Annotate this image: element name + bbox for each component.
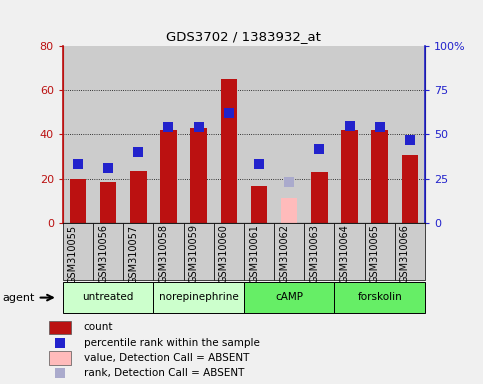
Bar <box>49 321 71 334</box>
Bar <box>154 46 184 223</box>
Bar <box>334 282 425 313</box>
Text: GSM310055: GSM310055 <box>68 224 78 283</box>
Text: forskolin: forskolin <box>357 292 402 302</box>
Bar <box>63 46 93 223</box>
Bar <box>274 223 304 280</box>
Point <box>74 161 82 167</box>
Bar <box>304 46 334 223</box>
Bar <box>160 130 177 223</box>
Text: count: count <box>84 322 114 332</box>
Bar <box>154 223 184 280</box>
Bar <box>402 156 418 223</box>
Text: GSM310064: GSM310064 <box>340 224 350 283</box>
Point <box>406 137 414 143</box>
Title: GDS3702 / 1383932_at: GDS3702 / 1383932_at <box>167 30 321 43</box>
Point <box>195 124 202 131</box>
Point <box>165 124 172 131</box>
Bar <box>244 223 274 280</box>
Bar <box>63 223 93 280</box>
Point <box>56 370 64 376</box>
Bar <box>251 186 267 223</box>
Bar <box>93 46 123 223</box>
Text: value, Detection Call = ABSENT: value, Detection Call = ABSENT <box>84 353 249 363</box>
Bar <box>244 282 334 313</box>
Point <box>315 146 323 152</box>
Point <box>346 122 354 129</box>
Bar <box>184 223 213 280</box>
Bar <box>334 46 365 223</box>
Bar <box>274 46 304 223</box>
Text: GSM310059: GSM310059 <box>189 224 199 283</box>
Point <box>255 161 263 167</box>
Bar <box>154 282 244 313</box>
Point <box>104 165 112 171</box>
Text: agent: agent <box>2 293 35 303</box>
Bar <box>304 223 334 280</box>
Text: GSM310065: GSM310065 <box>370 224 380 283</box>
Bar <box>190 128 207 223</box>
Bar <box>371 130 388 223</box>
Bar <box>63 282 154 313</box>
Text: rank, Detection Call = ABSENT: rank, Detection Call = ABSENT <box>84 368 244 378</box>
Text: cAMP: cAMP <box>275 292 303 302</box>
Bar <box>100 182 116 223</box>
Point <box>376 124 384 131</box>
Bar <box>311 172 327 223</box>
Bar <box>244 46 274 223</box>
Text: GSM310061: GSM310061 <box>249 224 259 283</box>
Bar <box>184 46 213 223</box>
Bar <box>395 46 425 223</box>
Text: GSM310058: GSM310058 <box>158 224 169 283</box>
Text: GSM310057: GSM310057 <box>128 224 138 283</box>
Bar <box>49 351 71 365</box>
Bar <box>70 179 86 223</box>
Point <box>56 339 64 346</box>
Text: percentile rank within the sample: percentile rank within the sample <box>84 338 260 348</box>
Bar <box>365 223 395 280</box>
Bar <box>123 46 154 223</box>
Bar <box>123 223 154 280</box>
Bar <box>130 171 146 223</box>
Bar <box>213 223 244 280</box>
Bar <box>281 199 298 223</box>
Text: untreated: untreated <box>83 292 134 302</box>
Bar <box>93 223 123 280</box>
Bar <box>395 223 425 280</box>
Bar <box>334 223 365 280</box>
Text: GSM310066: GSM310066 <box>400 224 410 283</box>
Point <box>225 110 233 116</box>
Bar <box>221 79 237 223</box>
Text: norepinephrine: norepinephrine <box>159 292 239 302</box>
Point <box>134 149 142 155</box>
Bar <box>365 46 395 223</box>
Text: GSM310060: GSM310060 <box>219 224 229 283</box>
Text: GSM310056: GSM310056 <box>98 224 108 283</box>
Point <box>285 179 293 185</box>
Text: GSM310062: GSM310062 <box>279 224 289 283</box>
Bar <box>341 130 358 223</box>
Bar <box>213 46 244 223</box>
Text: GSM310063: GSM310063 <box>310 224 319 283</box>
